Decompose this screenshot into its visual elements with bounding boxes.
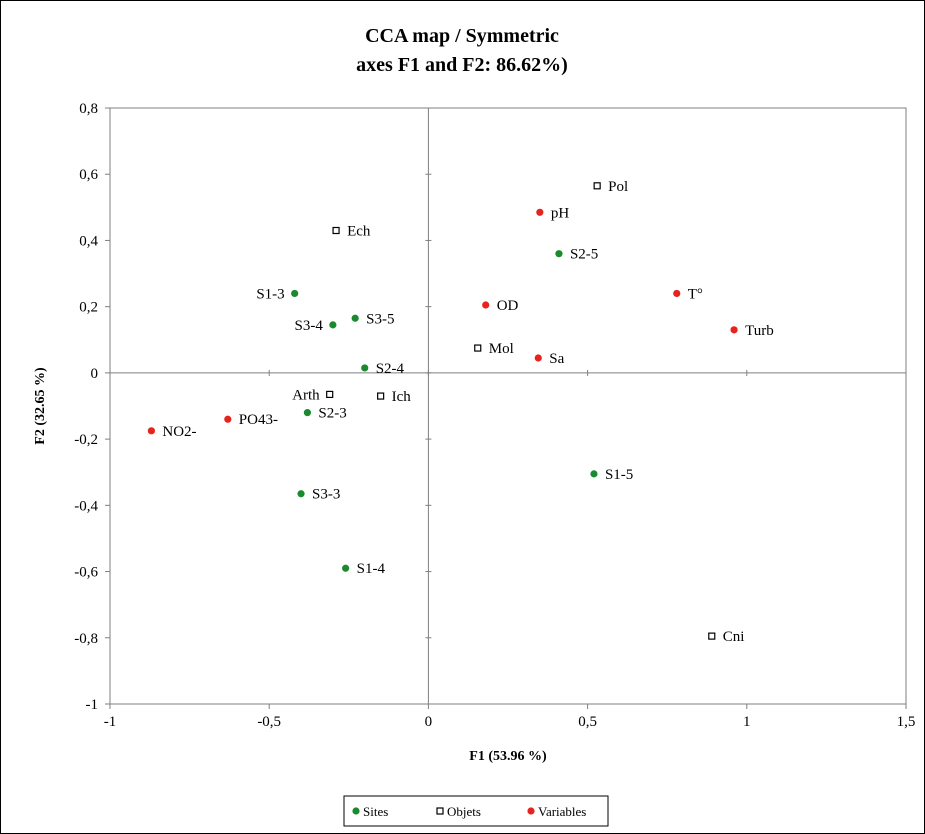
sites-point-label: S3-5 — [366, 311, 394, 327]
x-tick-label: 1,5 — [897, 714, 916, 730]
variables-point-label: PO43- — [239, 412, 278, 428]
variables-point — [534, 354, 542, 362]
y-tick-label: -1 — [86, 697, 99, 713]
y-tick-label: -0,6 — [74, 565, 98, 581]
legend-variables-marker — [527, 807, 535, 815]
y-tick-label: 0,2 — [79, 300, 98, 316]
y-tick-label: -0,8 — [74, 631, 98, 647]
objets-point-label: Cni — [723, 629, 745, 645]
objets-point-label: Arth — [292, 387, 320, 403]
objets-point — [326, 390, 334, 399]
objets-point — [593, 182, 601, 190]
x-tick-label: -0,5 — [257, 714, 281, 730]
variables-point-label: Turb — [745, 323, 774, 339]
sites-point-label: S3-3 — [312, 487, 340, 503]
x-tick-label: 1 — [743, 714, 751, 730]
variables-point-label: Sa — [549, 351, 564, 367]
x-tick-label: -1 — [104, 714, 117, 730]
variables-point — [482, 301, 490, 309]
sites-point-label: S2-5 — [570, 247, 598, 263]
y-tick-label: 0,4 — [79, 233, 98, 249]
objets-point — [332, 226, 340, 235]
legend-objets-label: Objets — [447, 804, 481, 819]
x-axis-title: F1 (53.96 %) — [469, 749, 547, 764]
points-layer: S1-3 S3-4 S3-5 S2-4 S2-3 S3-3 S1-4 S2-5 S1-5 Ech A… — [147, 179, 774, 645]
y-tick-label: -0,4 — [74, 498, 98, 514]
tick-layer: -1 -0,5 0 0,5 1 1,5 -1 -0,8 -0,6 -0,4 -0,2 0 0,2 0,4 0… — [74, 101, 915, 730]
objets-point-label: Ich — [392, 389, 412, 405]
plot-area — [109, 107, 907, 705]
legend-box — [343, 795, 609, 827]
sites-point-label: S2-4 — [376, 361, 405, 377]
variables-point — [224, 415, 232, 423]
variables-point — [673, 289, 681, 298]
sites-point — [297, 490, 305, 498]
sites-point-label: S3-4 — [295, 318, 324, 334]
sites-point — [329, 321, 337, 329]
sites-point — [590, 470, 598, 478]
sites-point — [555, 250, 563, 258]
objets-point-label: Pol — [608, 179, 628, 195]
legend-sites-marker — [352, 807, 360, 815]
legend-sites-label: Sites — [363, 804, 388, 819]
chart-title-line-1: CCA map / Symmetric — [365, 25, 559, 47]
objets-point — [708, 632, 716, 640]
chart-title-line-2: axes F1 and F2: 86.62%) — [356, 54, 568, 76]
y-tick-label: 0,8 — [79, 101, 98, 117]
objets-point — [474, 344, 482, 352]
legend: Sites Objets Variables — [352, 804, 586, 819]
variables-point — [147, 427, 155, 435]
objets-point-label: Mol — [489, 341, 514, 357]
variables-point-label: NO2- — [162, 424, 196, 440]
variables-point-label: T° — [688, 286, 703, 302]
objets-point-label: Ech — [347, 224, 371, 240]
sites-point — [351, 314, 359, 322]
y-tick-label: 0 — [91, 366, 99, 382]
variables-point-label: OD — [497, 298, 519, 314]
objets-point — [377, 392, 385, 400]
sites-point — [342, 564, 350, 572]
zero-axes — [110, 108, 906, 704]
legend-variables-label: Variables — [538, 804, 586, 819]
variables-point — [536, 208, 544, 216]
sites-point-label: S1-5 — [605, 467, 633, 483]
y-tick-label: -0,2 — [74, 432, 98, 448]
sites-point-label: S1-4 — [357, 561, 386, 577]
sites-point — [303, 409, 312, 417]
sites-point — [291, 289, 299, 298]
sites-point-label: S1-3 — [256, 286, 284, 302]
x-tick-label: 0,5 — [578, 714, 597, 730]
variables-point — [730, 326, 738, 334]
sites-point — [361, 364, 369, 372]
x-tick-label: 0 — [425, 714, 433, 730]
y-axis-title: F2 (32.65 %) — [33, 367, 48, 445]
sites-point-label: S2-3 — [318, 406, 346, 422]
variables-point-label: pH — [551, 205, 570, 221]
legend-objets-marker — [436, 807, 444, 815]
y-tick-label: 0,6 — [79, 167, 98, 183]
